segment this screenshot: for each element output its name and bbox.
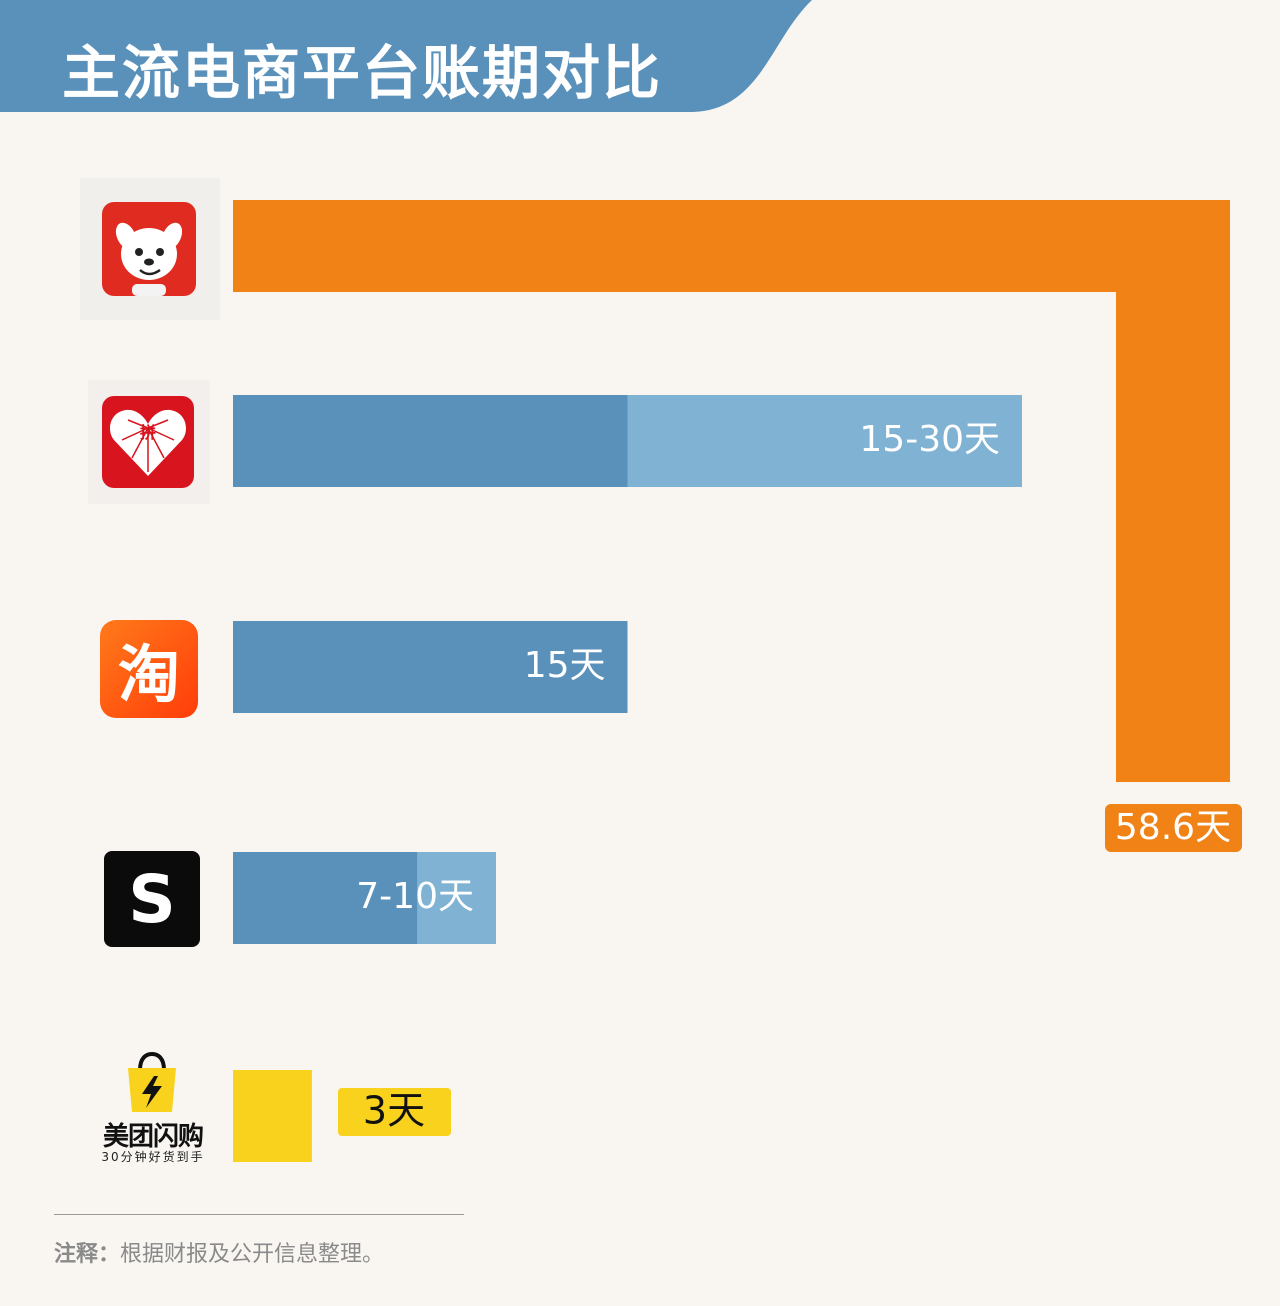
data-label-jd: 58.6天 xyxy=(1115,807,1231,848)
bar-jd xyxy=(233,200,1230,782)
pinduoduo-logo-frame: 拼 xyxy=(88,380,210,504)
data-label-meituan: 3天 xyxy=(363,1089,425,1133)
data-label-pinduoduo: 15-30天 xyxy=(859,419,1000,460)
jd-logo-frame xyxy=(80,178,220,320)
meituan-shangou-bag-icon xyxy=(128,1051,176,1112)
footnote-label: 注释： xyxy=(54,1242,121,1267)
bar-shein-min xyxy=(233,852,418,944)
header-band xyxy=(0,0,812,112)
footnote-text: 根据财报及公开信息整理。 xyxy=(120,1242,385,1267)
shein-icon: S xyxy=(104,851,200,947)
label-bg-meituan xyxy=(338,1088,451,1136)
label-bg-jd xyxy=(1105,804,1242,852)
note-divider xyxy=(54,1214,464,1215)
bar-pinduoduo-min xyxy=(233,395,628,487)
bar-meituan xyxy=(233,1070,312,1162)
data-label-taobao: 15天 xyxy=(524,645,606,686)
pinduoduo-glyph: 拼 xyxy=(140,423,156,442)
taobao-icon: 淘 xyxy=(100,620,198,718)
page-title: 主流电商平台账期对比 xyxy=(62,39,663,107)
jd-joy-dog-icon xyxy=(102,202,196,296)
meituan-shangou-logo: 美团闪购 30分钟好货到手 xyxy=(90,1051,216,1170)
bar-taobao xyxy=(233,621,628,713)
data-label-shein: 7-10天 xyxy=(356,876,474,917)
pinduoduo-heart-icon: 拼 xyxy=(102,396,194,488)
footnote: 注释：根据财报及公开信息整理。 xyxy=(54,1236,384,1268)
meituan-name: 美团闪购 xyxy=(102,1122,204,1152)
meituan-slogan: 30分钟好货到手 xyxy=(101,1150,205,1164)
